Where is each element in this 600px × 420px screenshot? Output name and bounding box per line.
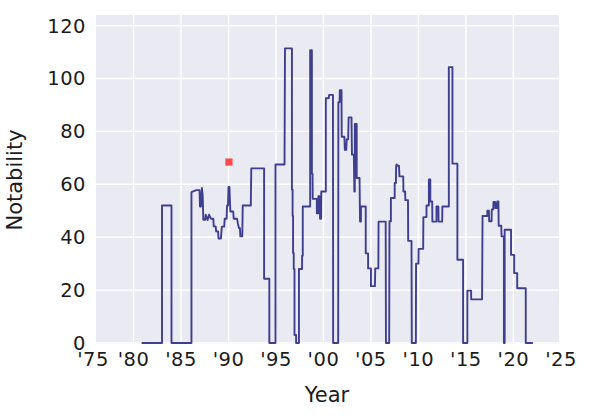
chart-figure: '75'80'85'90'95'00'05'10'15'20'25 020406… [0,0,600,420]
svg-text:'85: '85 [165,348,197,371]
line-chart: '75'80'85'90'95'00'05'10'15'20'25 020406… [0,0,600,420]
svg-text:'00: '00 [308,348,340,371]
svg-text:'80: '80 [118,348,150,371]
x-axis-label: Year [304,383,350,407]
svg-text:100: 100 [47,67,86,90]
svg-text:80: 80 [60,120,86,143]
svg-text:'95: '95 [260,348,292,371]
svg-text:'05: '05 [355,348,387,371]
svg-text:0: 0 [73,332,86,355]
svg-text:60: 60 [60,173,86,196]
svg-text:'10: '10 [403,348,435,371]
plot-area [96,15,559,344]
svg-text:'15: '15 [450,348,482,371]
highlight-marker [225,158,232,165]
svg-text:120: 120 [47,15,86,38]
y-tick-labels: 0 20 40 60 80 100 120 [47,15,86,355]
x-tick-labels: '75'80'85'90'95'00'05'10'15'20'25 [77,348,577,371]
svg-text:'20: '20 [498,348,530,371]
svg-text:40: 40 [60,226,86,249]
svg-text:'25: '25 [545,348,577,371]
svg-text:'90: '90 [213,348,245,371]
y-axis-label: Notability [3,129,27,230]
svg-text:20: 20 [60,279,86,302]
